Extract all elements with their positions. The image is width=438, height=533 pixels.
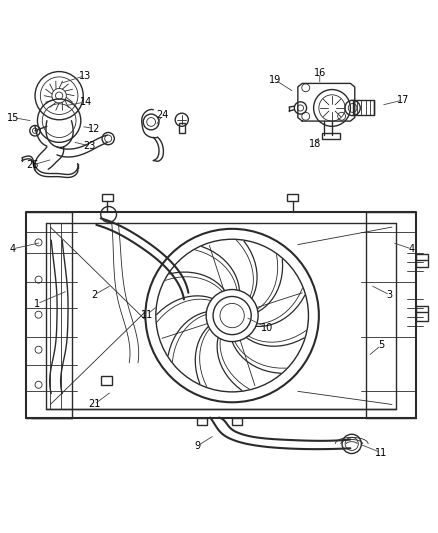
Text: 15: 15	[7, 112, 19, 123]
Bar	[197, 418, 207, 425]
Bar	[416, 254, 428, 268]
Bar	[101, 376, 112, 385]
Bar	[353, 100, 374, 115]
Text: 18: 18	[309, 139, 321, 149]
Text: 23: 23	[84, 141, 96, 151]
Text: 10: 10	[261, 323, 273, 333]
Text: 14: 14	[80, 97, 92, 107]
Bar	[416, 306, 428, 321]
Text: 11: 11	[375, 448, 387, 458]
Text: 17: 17	[397, 95, 409, 105]
Text: 2: 2	[91, 290, 97, 300]
Text: 26: 26	[27, 160, 39, 170]
Text: 4: 4	[409, 244, 415, 254]
Text: 21: 21	[88, 399, 100, 409]
Text: 1: 1	[34, 298, 40, 309]
Text: 16: 16	[314, 68, 326, 78]
Bar	[287, 194, 298, 201]
Text: 9: 9	[194, 441, 200, 451]
Bar	[179, 123, 185, 133]
Text: 19: 19	[269, 75, 281, 85]
Bar	[232, 418, 242, 425]
Text: 24: 24	[156, 110, 168, 120]
Bar	[322, 133, 340, 139]
Text: 11: 11	[141, 310, 153, 320]
Text: 4: 4	[9, 244, 15, 254]
Text: 3: 3	[387, 290, 393, 300]
Text: 13: 13	[79, 70, 92, 80]
Bar	[102, 194, 113, 201]
Text: 12: 12	[88, 124, 100, 134]
Text: 5: 5	[378, 341, 384, 350]
